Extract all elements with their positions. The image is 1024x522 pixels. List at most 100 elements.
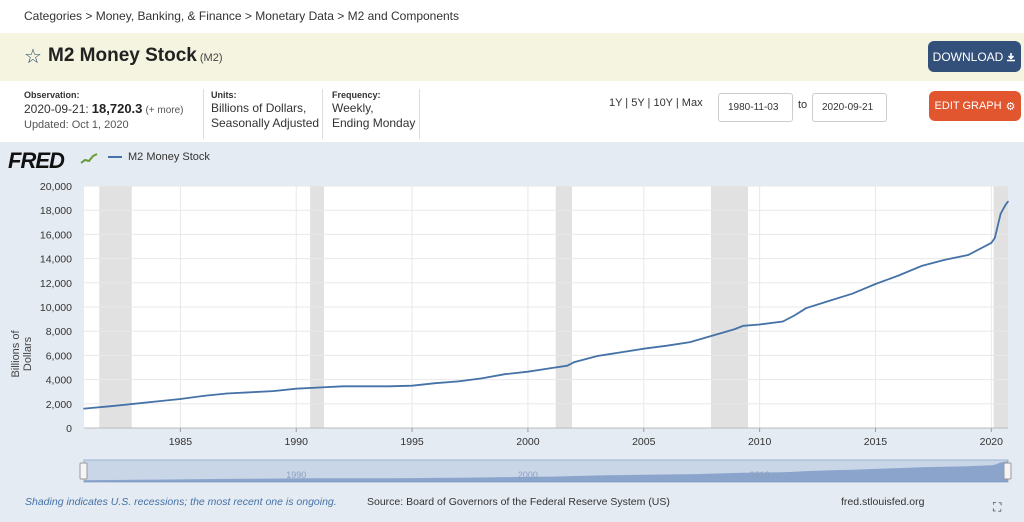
chart-legend: M2 Money Stock: [108, 151, 210, 163]
to-label: to: [798, 99, 808, 111]
chart-plot[interactable]: 0 2,000 4,000 6,000 8,000 10,000 12,000 14,000 1…: [0, 142, 1024, 522]
data-point: [666, 344, 668, 347]
y-tick-label: 12,000: [40, 278, 72, 290]
gear-icon: ⚙: [1005, 100, 1016, 113]
observation-more-link[interactable]: (+ more): [145, 105, 184, 116]
data-point: [434, 382, 437, 385]
data-point: [272, 390, 274, 392]
data-point: [341, 385, 344, 388]
navigator-handle-right[interactable]: [1003, 462, 1012, 480]
series-line: [83, 200, 1009, 410]
x-tick-label: 2015: [864, 436, 888, 448]
observation-block: Observation: 2020-09-21: 18,720.3 (+ mor…: [24, 89, 184, 133]
data-point: [1007, 200, 1009, 203]
data-point: [967, 254, 969, 256]
start-date-input[interactable]: [718, 93, 793, 122]
y-tick-label: 14,000: [40, 254, 72, 266]
download-label: DOWNLOAD: [932, 49, 1004, 64]
divider: [203, 89, 204, 139]
frequency-line-1: Weekly,: [332, 101, 374, 115]
data-point: [990, 242, 993, 244]
y-tick-label: 0: [66, 423, 72, 435]
frequency-label: Frequency:: [332, 90, 381, 100]
units-label: Units:: [211, 90, 237, 100]
data-point: [781, 320, 784, 323]
navigator-label: 2000: [518, 470, 538, 480]
end-date-input[interactable]: [812, 93, 887, 122]
data-point: [712, 334, 715, 337]
data-point: [573, 361, 576, 363]
navigator-handle-left[interactable]: [79, 462, 88, 480]
units-block: Units: Billions of Dollars, Seasonally A…: [211, 89, 319, 131]
x-tick-label: 2005: [632, 436, 656, 448]
units-line-2: Seasonally Adjusted: [211, 116, 320, 130]
observation-label: Observation:: [24, 90, 80, 100]
data-point: [619, 351, 622, 354]
fred-logo[interactable]: FRED: [8, 148, 65, 173]
x-tick-label: 1985: [169, 436, 193, 448]
data-point: [805, 307, 807, 310]
data-point: [202, 395, 205, 397]
data-point: [156, 400, 159, 403]
data-point: [733, 328, 735, 331]
x-tick-label: 2010: [748, 436, 772, 448]
data-point: [550, 367, 552, 369]
edit-graph-button[interactable]: EDIT GRAPH ⚙: [929, 91, 1021, 121]
recession-note: Shading indicates U.S. recessions; the m…: [25, 496, 337, 508]
frequency-line-2: Ending Monday: [332, 116, 416, 130]
data-point: [800, 310, 803, 313]
observation-date: 2020-09-21:: [24, 102, 89, 116]
legend-swatch: [108, 156, 122, 158]
data-point: [83, 407, 85, 410]
data-point: [388, 385, 390, 388]
data-point: [249, 391, 251, 394]
y-tick-label: 18,000: [40, 205, 72, 217]
frequency-block: Frequency: Weekly, Ending Monday: [332, 89, 415, 131]
source-note: Source: Board of Governors of the Federa…: [367, 496, 670, 508]
data-point: [225, 392, 228, 395]
download-icon: [1007, 52, 1016, 61]
data-point: [318, 386, 321, 389]
y-tick-label: 2,000: [46, 399, 72, 411]
y-tick-label: 8,000: [46, 326, 72, 338]
navigator-series-area: [84, 461, 1008, 482]
fullscreen-icon[interactable]: ⛶: [993, 500, 1002, 514]
data-point: [110, 405, 112, 408]
download-button[interactable]: DOWNLOAD: [928, 41, 1021, 72]
data-point: [758, 323, 761, 326]
data-point: [480, 377, 483, 380]
data-point: [897, 274, 900, 277]
x-tick-label: 2020: [980, 436, 1004, 448]
legend-label: M2 Money Stock: [128, 151, 210, 163]
data-point: [503, 373, 506, 375]
units-line-1: Billions of Dollars,: [211, 101, 307, 115]
observation-value: 18,720.3: [91, 101, 143, 116]
y-tick-label: 4,000: [46, 375, 72, 387]
y-tick-label: 16,000: [40, 229, 72, 241]
data-point: [596, 355, 599, 357]
data-point: [608, 353, 610, 355]
data-point: [921, 265, 923, 267]
data-point: [742, 324, 745, 327]
data-point: [874, 283, 877, 285]
page-title: M2 Money Stock (M2): [48, 45, 222, 67]
data-point: [944, 259, 946, 261]
data-point: [828, 300, 830, 302]
data-point: [457, 380, 460, 383]
navigator-label: 2010: [750, 470, 770, 480]
navigator-label: 1990: [286, 470, 306, 480]
breadcrumb[interactable]: Categories > Money, Banking, & Finance >…: [24, 9, 460, 23]
star-icon[interactable]: ☆: [24, 46, 42, 68]
y-tick-label: 20,000: [40, 181, 72, 193]
y-tick-label: 10,000: [40, 302, 72, 314]
x-tick-label: 1990: [285, 436, 309, 448]
range-selector[interactable]: 1Y | 5Y | 10Y | Max: [609, 97, 703, 109]
data-point: [999, 213, 1002, 215]
data-point: [179, 398, 182, 400]
data-point: [411, 384, 413, 387]
site-link[interactable]: fred.stlouisfed.org: [841, 496, 925, 508]
divider: [419, 89, 420, 139]
data-point: [364, 385, 367, 388]
data-point: [642, 347, 645, 350]
y-tick-label: 6,000: [46, 350, 72, 362]
